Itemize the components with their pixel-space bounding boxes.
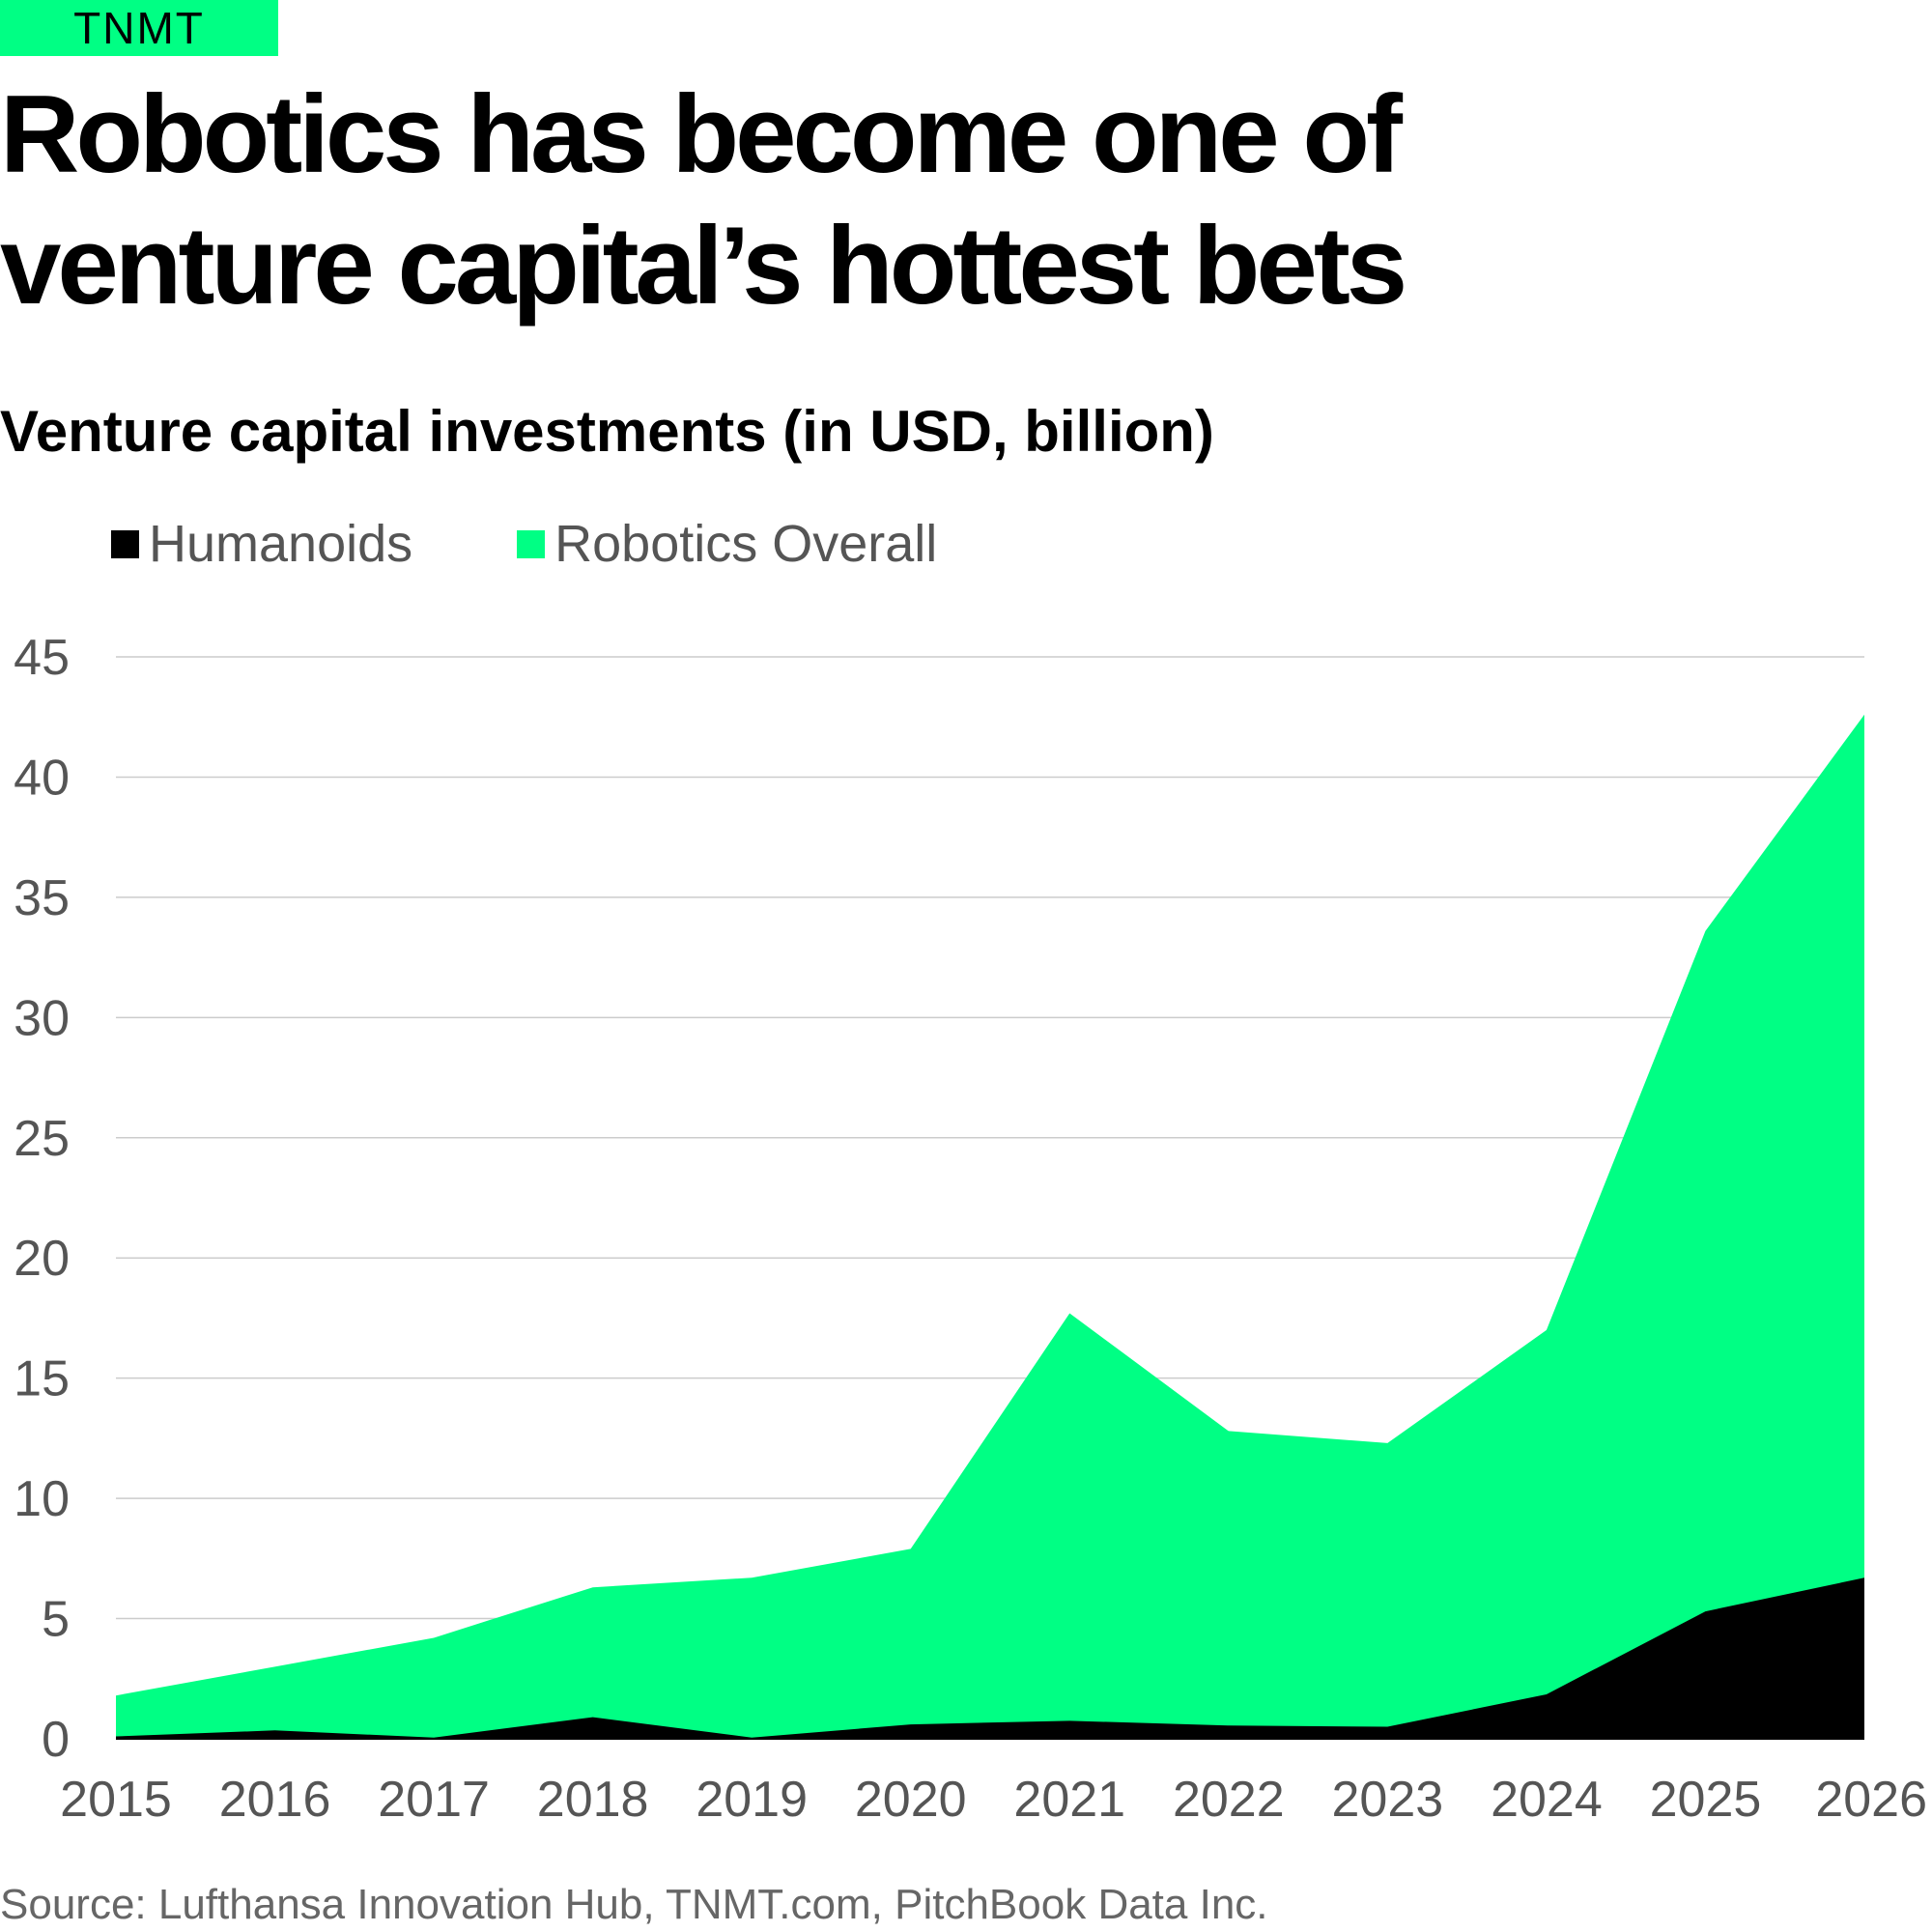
- chart-title: Venture capital investments (in USD, bil…: [0, 399, 1214, 464]
- x-tick-label: 2017: [378, 1772, 490, 1828]
- y-tick-label: 40: [14, 750, 70, 806]
- legend-item-robotics-overall: Robotics Overall: [517, 514, 937, 574]
- legend-swatch-robotics-overall: [517, 529, 546, 558]
- legend-label-robotics-overall: Robotics Overall: [554, 515, 938, 573]
- headline: Robotics has become one of venture capit…: [0, 73, 1407, 327]
- brand-logo: TNMT: [0, 0, 278, 56]
- y-tick-label: 10: [14, 1471, 70, 1527]
- y-tick-label: 25: [14, 1111, 70, 1167]
- source-note: Source: Lufthansa Innovation Hub, TNMT.c…: [0, 1881, 1268, 1928]
- y-tick-label: 20: [14, 1231, 70, 1287]
- legend-label-humanoids: Humanoids: [149, 515, 413, 573]
- x-tick-label: 2022: [1173, 1772, 1285, 1828]
- x-tick-label: 2026: [1815, 1772, 1927, 1828]
- x-tick-label: 2024: [1491, 1772, 1603, 1828]
- chart-legend: Humanoids Robotics Overall: [111, 514, 1041, 574]
- y-tick-label: 15: [14, 1351, 70, 1407]
- x-tick-label: 2020: [855, 1772, 967, 1828]
- x-tick-label: 2023: [1332, 1772, 1444, 1828]
- area-robotics-overall: [116, 714, 1864, 1739]
- x-tick-label: 2025: [1650, 1772, 1762, 1828]
- y-tick-label: 5: [42, 1592, 70, 1648]
- area-series: [116, 714, 1864, 1740]
- x-axis-tick-labels: 2015 2016 2017 2018 2019 2020 2021 2022 2023 2024…: [60, 1772, 1927, 1828]
- area-humanoids: [116, 1577, 1864, 1739]
- x-tick-label: 2016: [219, 1772, 331, 1828]
- legend-item-humanoids: Humanoids: [111, 514, 412, 574]
- x-tick-label: 2019: [696, 1772, 808, 1828]
- y-tick-label: 30: [14, 990, 70, 1046]
- y-tick-label: 45: [14, 630, 70, 686]
- x-tick-label: 2015: [60, 1772, 172, 1828]
- y-axis-tick-labels: 0 5 10 15 20 25 30 35 40 45: [14, 630, 70, 1768]
- brand-logo-text: TNMT: [73, 3, 205, 53]
- y-tick-label: 35: [14, 870, 70, 926]
- x-tick-label: 2018: [537, 1772, 649, 1828]
- y-tick-label: 0: [42, 1712, 70, 1768]
- legend-swatch-humanoids: [111, 529, 139, 558]
- x-tick-label: 2021: [1013, 1772, 1125, 1828]
